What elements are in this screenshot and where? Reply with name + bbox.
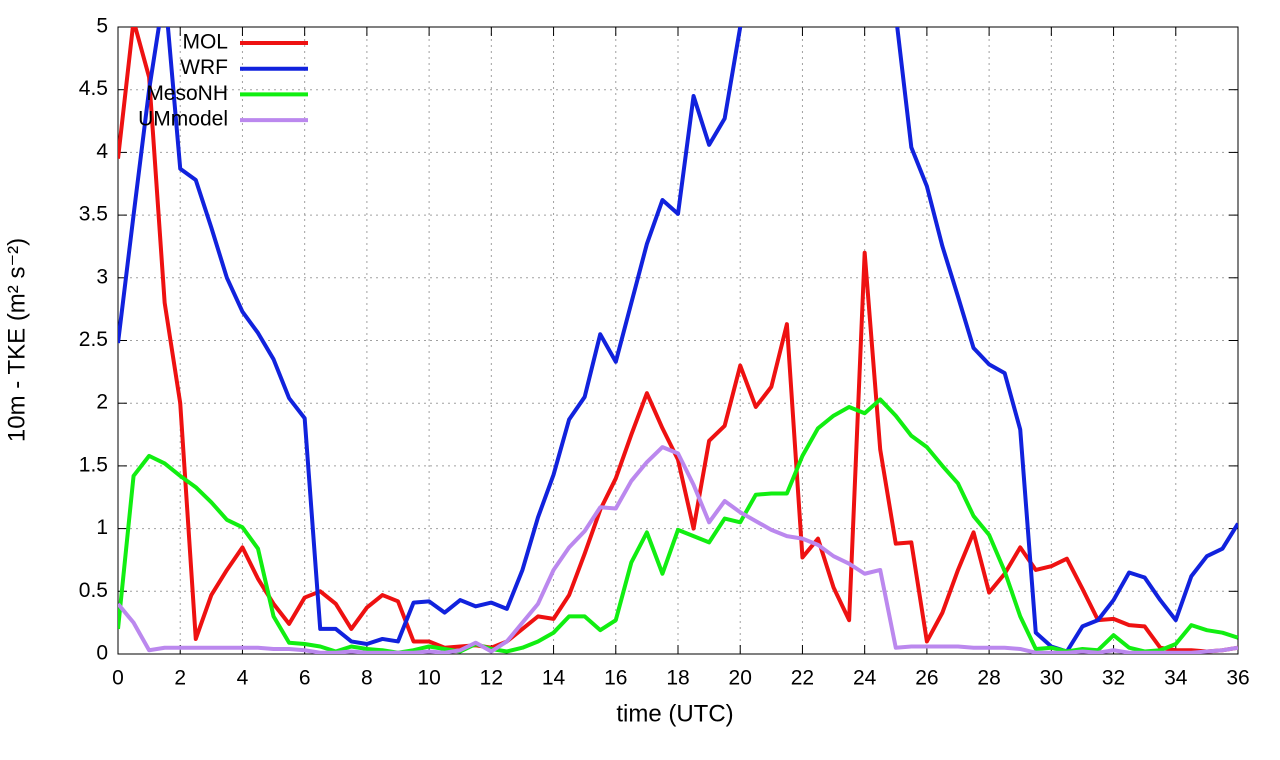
data-line — [118, 27, 1238, 654]
x-tick-label: 12 — [480, 667, 503, 690]
x-tick-label: 8 — [361, 667, 373, 690]
y-tick-label: 2.5 — [79, 328, 108, 351]
x-tick-label: 14 — [542, 667, 566, 690]
y-tick-label: 4 — [96, 140, 108, 163]
x-tick-label: 10 — [417, 667, 440, 690]
legend-label: MesoNH — [146, 82, 228, 105]
x-tick-label: 34 — [1164, 667, 1188, 690]
y-tick-label: 0.5 — [79, 579, 108, 602]
y-axis-label: 10m - TKE (m² s⁻²) — [3, 238, 30, 442]
data-line — [118, 27, 1238, 654]
plot-area — [118, 27, 1238, 654]
y-tick-label: 0 — [96, 642, 108, 665]
x-tick-label: 18 — [666, 667, 689, 690]
y-tick-label: 5 — [96, 15, 108, 38]
x-tick-label: 32 — [1102, 667, 1125, 690]
x-axis-label: time (UTC) — [616, 700, 733, 727]
x-tick-label: 28 — [977, 667, 1000, 690]
x-tick-label: 4 — [237, 667, 249, 690]
y-tick-label: 1.5 — [79, 453, 108, 476]
x-tick-label: 22 — [791, 667, 814, 690]
x-tick-label: 6 — [299, 667, 311, 690]
y-tick-label: 3 — [96, 265, 108, 288]
data-line — [118, 397, 1238, 654]
x-tick-label: 20 — [729, 667, 752, 690]
x-tick-label: 0 — [112, 667, 124, 690]
x-tick-label: 26 — [915, 667, 938, 690]
legend-label: MOL — [182, 31, 228, 54]
x-tick-label: 16 — [604, 667, 627, 690]
legend-label: UMmodel — [138, 108, 228, 131]
x-tick-label: 36 — [1226, 667, 1249, 690]
legend-label: WRF — [180, 56, 228, 79]
x-tick-label: 2 — [174, 667, 186, 690]
data-line — [118, 445, 1238, 654]
y-tick-label: 3.5 — [79, 203, 108, 226]
x-tick-label: 30 — [1040, 667, 1063, 690]
y-tick-label: 4.5 — [79, 77, 108, 100]
y-tick-label: 1 — [96, 516, 108, 539]
y-tick-label: 2 — [96, 391, 108, 414]
x-tick-label: 24 — [853, 667, 877, 690]
